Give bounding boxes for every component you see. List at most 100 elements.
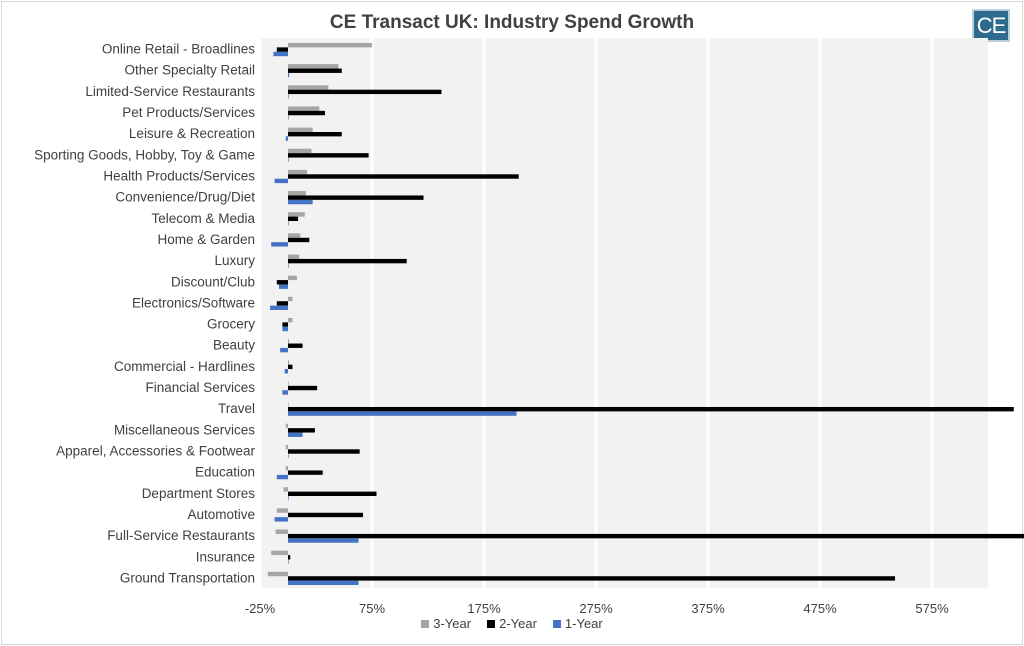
category-label: Online Retail - Broadlines	[102, 42, 255, 57]
bar-2-year-leisure-recreation	[288, 131, 342, 137]
bar-2-year-beauty	[288, 343, 303, 348]
x-tick-label: 575%	[915, 601, 949, 616]
bar-1-year-travel	[288, 411, 517, 416]
bar-2-year-insurance	[288, 555, 291, 560]
legend-item-2-year: 2-Year	[487, 616, 537, 631]
bar-2-year-home-garden	[288, 237, 310, 243]
category-label: Leisure & Recreation	[129, 126, 255, 141]
bar-1-year-pet-products-services	[288, 115, 289, 120]
bar-3-year-home-garden	[288, 233, 301, 238]
x-tick-label: 375%	[691, 601, 725, 616]
x-tick-label: 475%	[803, 601, 837, 616]
legend-swatch	[421, 620, 430, 628]
legend-item-1-year: 1-Year	[552, 616, 603, 631]
bar-2-year-ground-transportation	[288, 576, 896, 581]
x-tick-label: 75%	[359, 601, 385, 616]
x-tick-label: 175%	[467, 601, 501, 616]
bar-2-year-sporting-goods-hobby-toy-game	[288, 153, 369, 158]
bar-1-year-electronics-software	[270, 305, 288, 311]
category-label: Insurance	[196, 549, 255, 564]
bar-3-year-luxury	[288, 254, 300, 259]
bar-2-year-automotive	[288, 512, 364, 518]
bar-2-year-apparel-accessories-footwear	[288, 449, 360, 454]
bar-3-year-telecom-media	[288, 212, 305, 217]
bar-1-year-luxury	[288, 263, 289, 268]
chart-title: CE Transact UK: Industry Spend Growth	[329, 12, 695, 33]
category-label: Miscellaneous Services	[114, 422, 255, 437]
bar-1-year-full-service-restaurants	[288, 538, 359, 543]
bar-2-year-convenience-drug-diet	[288, 195, 424, 200]
category-label: Sporting Goods, Hobby, Toy & Game	[34, 147, 255, 162]
bar-3-year-other-specialty-retail	[288, 64, 339, 69]
category-label: Luxury	[214, 253, 255, 268]
bar-3-year-department-stores	[283, 487, 288, 492]
bar-2-year-health-products-services	[288, 174, 519, 179]
bar-3-year-financial-services	[288, 381, 289, 386]
category-label: Home & Garden	[157, 232, 255, 247]
bar-1-year-insurance	[288, 559, 289, 564]
category-label: Beauty	[213, 338, 255, 353]
category-label: Full-Service Restaurants	[107, 528, 255, 543]
bar-3-year-beauty	[288, 339, 290, 344]
x-tick-label: -25%	[245, 601, 276, 616]
bar-3-year-grocery	[288, 317, 293, 323]
bar-3-year-sporting-goods-hobby-toy-game	[288, 148, 312, 154]
bar-2-year-grocery	[282, 322, 288, 327]
legend-label: 3-Year	[433, 616, 472, 631]
bar-3-year-discount-club	[288, 275, 297, 281]
legend-swatch	[487, 620, 496, 628]
bar-1-year-grocery	[282, 326, 288, 332]
bar-3-year-pet-products-services	[288, 106, 320, 111]
bar-2-year-full-service-restaurants	[288, 533, 1024, 539]
bar-2-year-discount-club	[276, 280, 288, 285]
bar-2-year-telecom-media	[288, 216, 299, 222]
bar-1-year-beauty	[280, 347, 288, 353]
bar-1-year-discount-club	[279, 284, 288, 289]
bar-3-year-education	[285, 466, 288, 471]
bar-3-year-miscellaneous-services	[285, 423, 288, 429]
bar-3-year-limited-service-restaurants	[288, 85, 329, 90]
category-label: Telecom & Media	[151, 211, 255, 226]
bar-2-year-department-stores	[288, 491, 377, 497]
bar-2-year-limited-service-restaurants	[288, 89, 442, 95]
category-label: Automotive	[187, 507, 255, 522]
bar-3-year-health-products-services	[288, 169, 308, 175]
bar-3-year-automotive	[276, 508, 288, 513]
bar-1-year-ground-transportation	[288, 580, 359, 586]
bar-3-year-ground-transportation	[267, 571, 288, 577]
category-label: Electronics/Software	[132, 295, 255, 310]
category-label: Convenience/Drug/Diet	[115, 190, 255, 205]
ce-logo: CE	[972, 9, 1010, 42]
bar-1-year-home-garden	[271, 242, 288, 247]
category-label: Travel	[218, 401, 255, 416]
bar-2-year-commercial-hardlines	[288, 364, 293, 370]
category-label: Limited-Service Restaurants	[85, 84, 255, 99]
bar-1-year-apparel-accessories-footwear	[288, 453, 289, 459]
bar-3-year-travel	[288, 402, 289, 407]
bar-1-year-limited-service-restaurants	[288, 94, 289, 99]
legend: 3-Year 2-Year 1-Year	[0, 616, 1024, 631]
bar-3-year-leisure-recreation	[288, 127, 313, 132]
bar-3-year-apparel-accessories-footwear	[285, 444, 288, 450]
bar-3-year-convenience-drug-diet	[288, 191, 306, 196]
bar-1-year-commercial-hardlines	[284, 369, 288, 374]
category-label: Apparel, Accessories & Footwear	[56, 444, 255, 459]
bar-2-year-online-retail-broadlines	[276, 47, 288, 52]
bar-2-year-miscellaneous-services	[288, 428, 315, 433]
bar-2-year-pet-products-services	[288, 110, 325, 116]
category-label: Other Specialty Retail	[124, 63, 255, 78]
category-label: Financial Services	[145, 380, 255, 395]
x-tick-label: 275%	[579, 601, 613, 616]
category-label: Discount/Club	[171, 274, 255, 289]
bar-1-year-education	[276, 474, 288, 480]
bar-1-year-miscellaneous-services	[288, 432, 303, 437]
bar-1-year-department-stores	[288, 496, 289, 501]
legend-label: 2-Year	[499, 616, 537, 631]
bar-2-year-education	[288, 470, 323, 475]
bar-3-year-insurance	[271, 550, 288, 556]
plot-area	[260, 38, 988, 588]
legend-swatch	[552, 620, 561, 628]
bar-1-year-sporting-goods-hobby-toy-game	[288, 157, 289, 162]
category-label: Department Stores	[142, 486, 256, 501]
